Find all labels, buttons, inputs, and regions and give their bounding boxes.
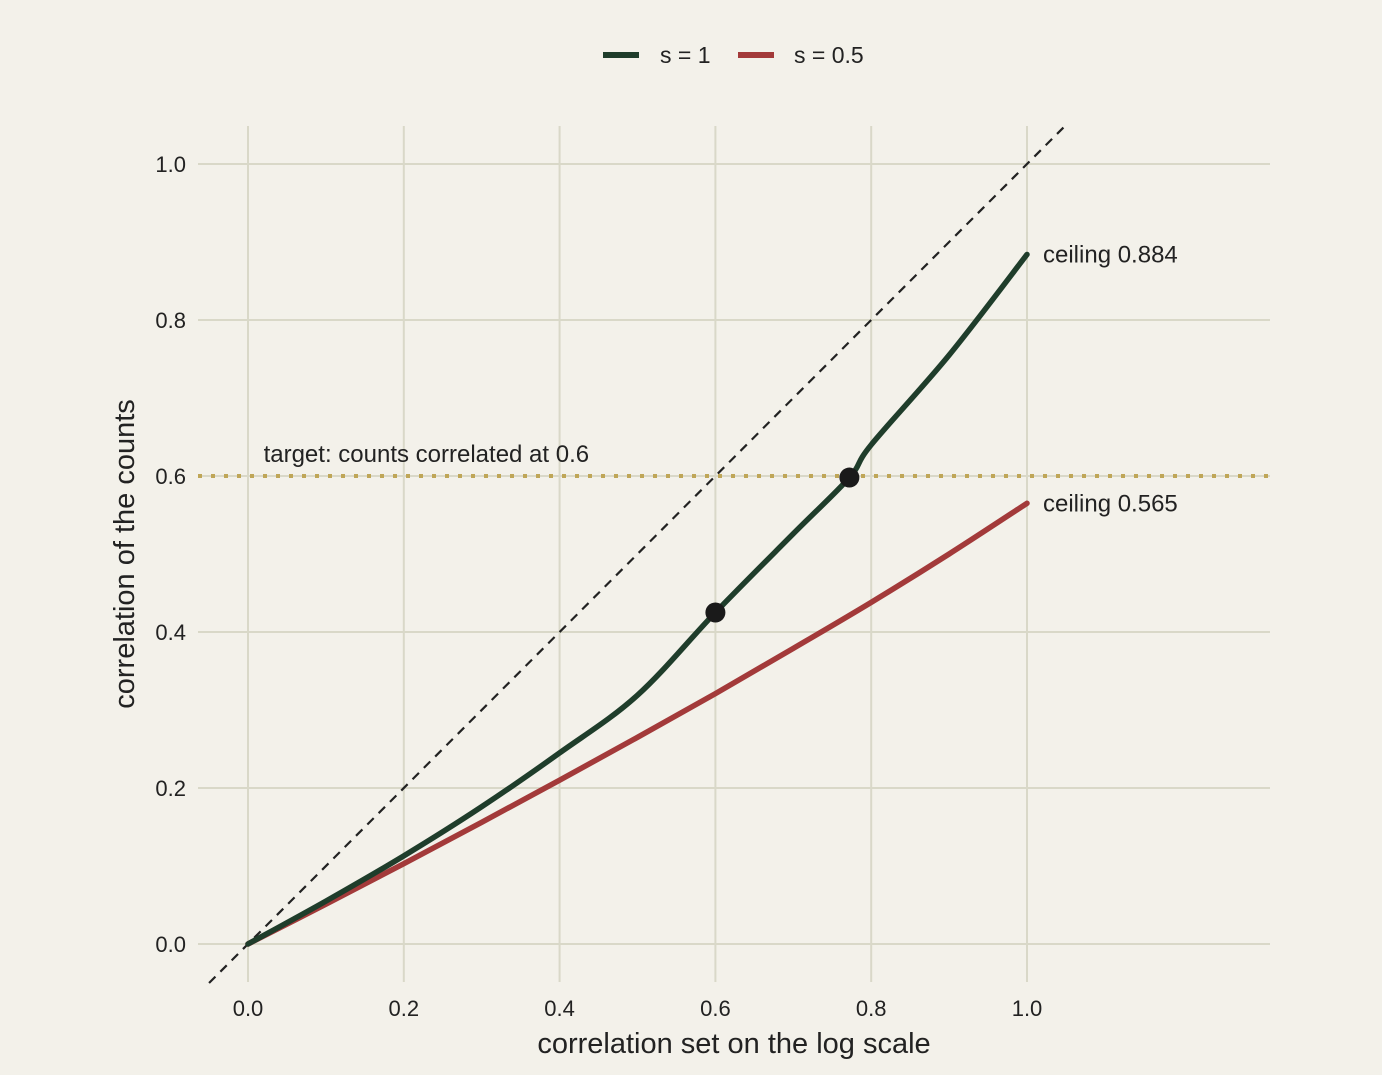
y-tick-label: 0.0	[155, 932, 186, 957]
x-tick-label: 0.2	[389, 996, 420, 1021]
x-tick-label: 0.4	[544, 996, 575, 1021]
series-line	[245, 251, 1030, 947]
y-tick-label: 1.0	[155, 152, 186, 177]
series-line	[245, 500, 1030, 947]
x-tick-label: 1.0	[1012, 996, 1043, 1021]
y-tick-label: 0.6	[155, 464, 186, 489]
highlight-point	[705, 602, 726, 623]
ceiling-annotation: ceiling 0.884	[1043, 241, 1178, 268]
legend-label: s = 1	[660, 42, 711, 68]
identity-line	[208, 124, 1067, 984]
highlight-point	[839, 467, 860, 488]
target-label: target: counts correlated at 0.6	[264, 441, 590, 468]
y-tick-label: 0.4	[155, 620, 186, 645]
y-axis-title: correlation of the counts	[109, 399, 141, 709]
y-tick-label: 0.8	[155, 308, 186, 333]
annotations: ceiling 0.884 ceiling 0.565	[1043, 241, 1178, 517]
reference-lines: target: counts correlated at 0.6	[198, 124, 1270, 984]
series-lines	[245, 251, 1030, 947]
x-tick-label: 0.0	[233, 996, 264, 1021]
legend: s = 1 s = 0.5	[603, 42, 864, 68]
x-tick-label: 0.8	[856, 996, 887, 1021]
x-axis-title: correlation set on the log scale	[537, 1028, 930, 1060]
tick-labels: 0.0 0.2 0.4 0.6 0.8 1.0 0.0 0.2 0.4 0.6 0.8 1.0	[155, 152, 1042, 1021]
x-tick-label: 0.6	[700, 996, 731, 1021]
y-tick-label: 0.2	[155, 776, 186, 801]
ceiling-annotation: ceiling 0.565	[1043, 490, 1178, 517]
legend-label: s = 0.5	[794, 42, 864, 68]
highlight-points	[705, 467, 860, 623]
grid	[198, 126, 1270, 982]
